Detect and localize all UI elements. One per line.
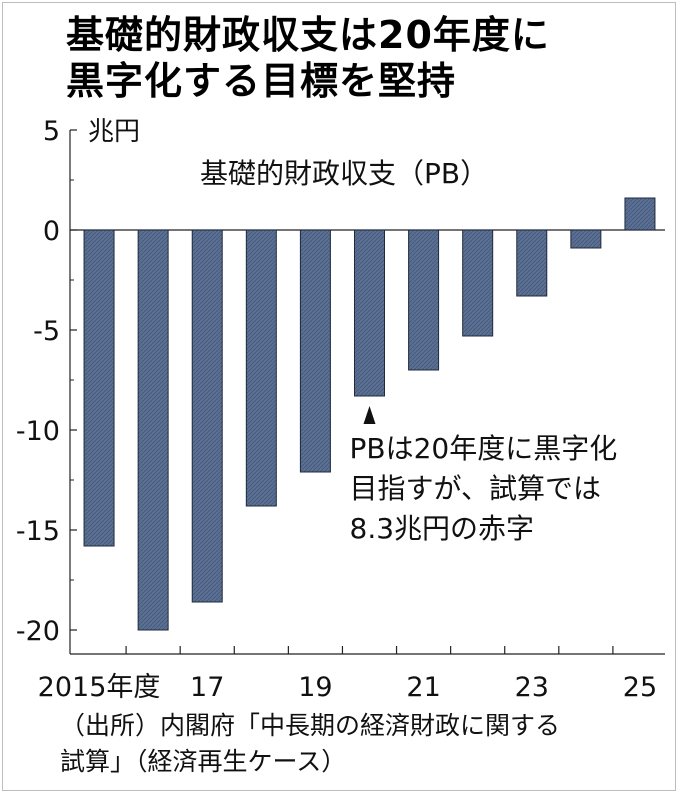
bar-22 (462, 229, 494, 337)
x-tick-label: 17 (190, 672, 224, 703)
annotation-arrow (363, 406, 376, 424)
x-tick-label: 2015年度 (38, 672, 161, 703)
annotation-text-line: PBは20年度に黒字化 (350, 432, 618, 465)
annotation-text-line: 目指すが、試算では (350, 472, 601, 505)
x-tick-label: 21 (406, 672, 440, 703)
bars (83, 197, 656, 631)
source-line-2: 試算」（経済再生ケース） (60, 747, 347, 776)
y-tick-label: -10 (16, 416, 60, 447)
bar-18 (245, 229, 277, 507)
chart-title: 基礎的財政収支（PB） (200, 157, 488, 190)
x-tick-label: 19 (298, 672, 332, 703)
bar-23 (516, 229, 548, 297)
bar-2015 (83, 229, 115, 547)
chart-headline: 基礎的財政収支は20年度に 黒字化する目標を堅持 (66, 12, 666, 104)
bar-25 (624, 197, 656, 231)
source-line-1: （出所）内閣府「中長期の経済財政に関する (60, 711, 561, 740)
y-tick-label: -20 (16, 616, 60, 647)
y-tick-label: 0 (43, 216, 60, 247)
y-tick-label: -5 (33, 316, 60, 347)
annotation-text-line: 8.3兆円の赤字 (350, 512, 535, 545)
source-note: （出所）内閣府「中長期の経済財政に関する 試算」（経済再生ケース） (60, 708, 670, 780)
bar-24 (570, 229, 602, 249)
y-axis-unit-label: 兆円 (88, 117, 140, 147)
tick-labels: 5 0 -5 -10 -15 -20 2015年度 17 19 21 23 25 (16, 116, 657, 703)
bar-20 (354, 229, 385, 397)
bar-17 (191, 229, 223, 603)
headline-line-1: 基礎的財政収支は20年度に (66, 13, 550, 57)
bar-16 (137, 229, 169, 631)
x-tick-label: 25 (623, 672, 657, 703)
bar-21 (408, 229, 440, 371)
y-tick-label: -15 (16, 516, 60, 547)
x-tick-label: 23 (515, 672, 549, 703)
y-tick-label: 5 (43, 116, 60, 147)
bar-19 (299, 229, 331, 473)
headline-line-2: 黒字化する目標を堅持 (66, 59, 457, 103)
